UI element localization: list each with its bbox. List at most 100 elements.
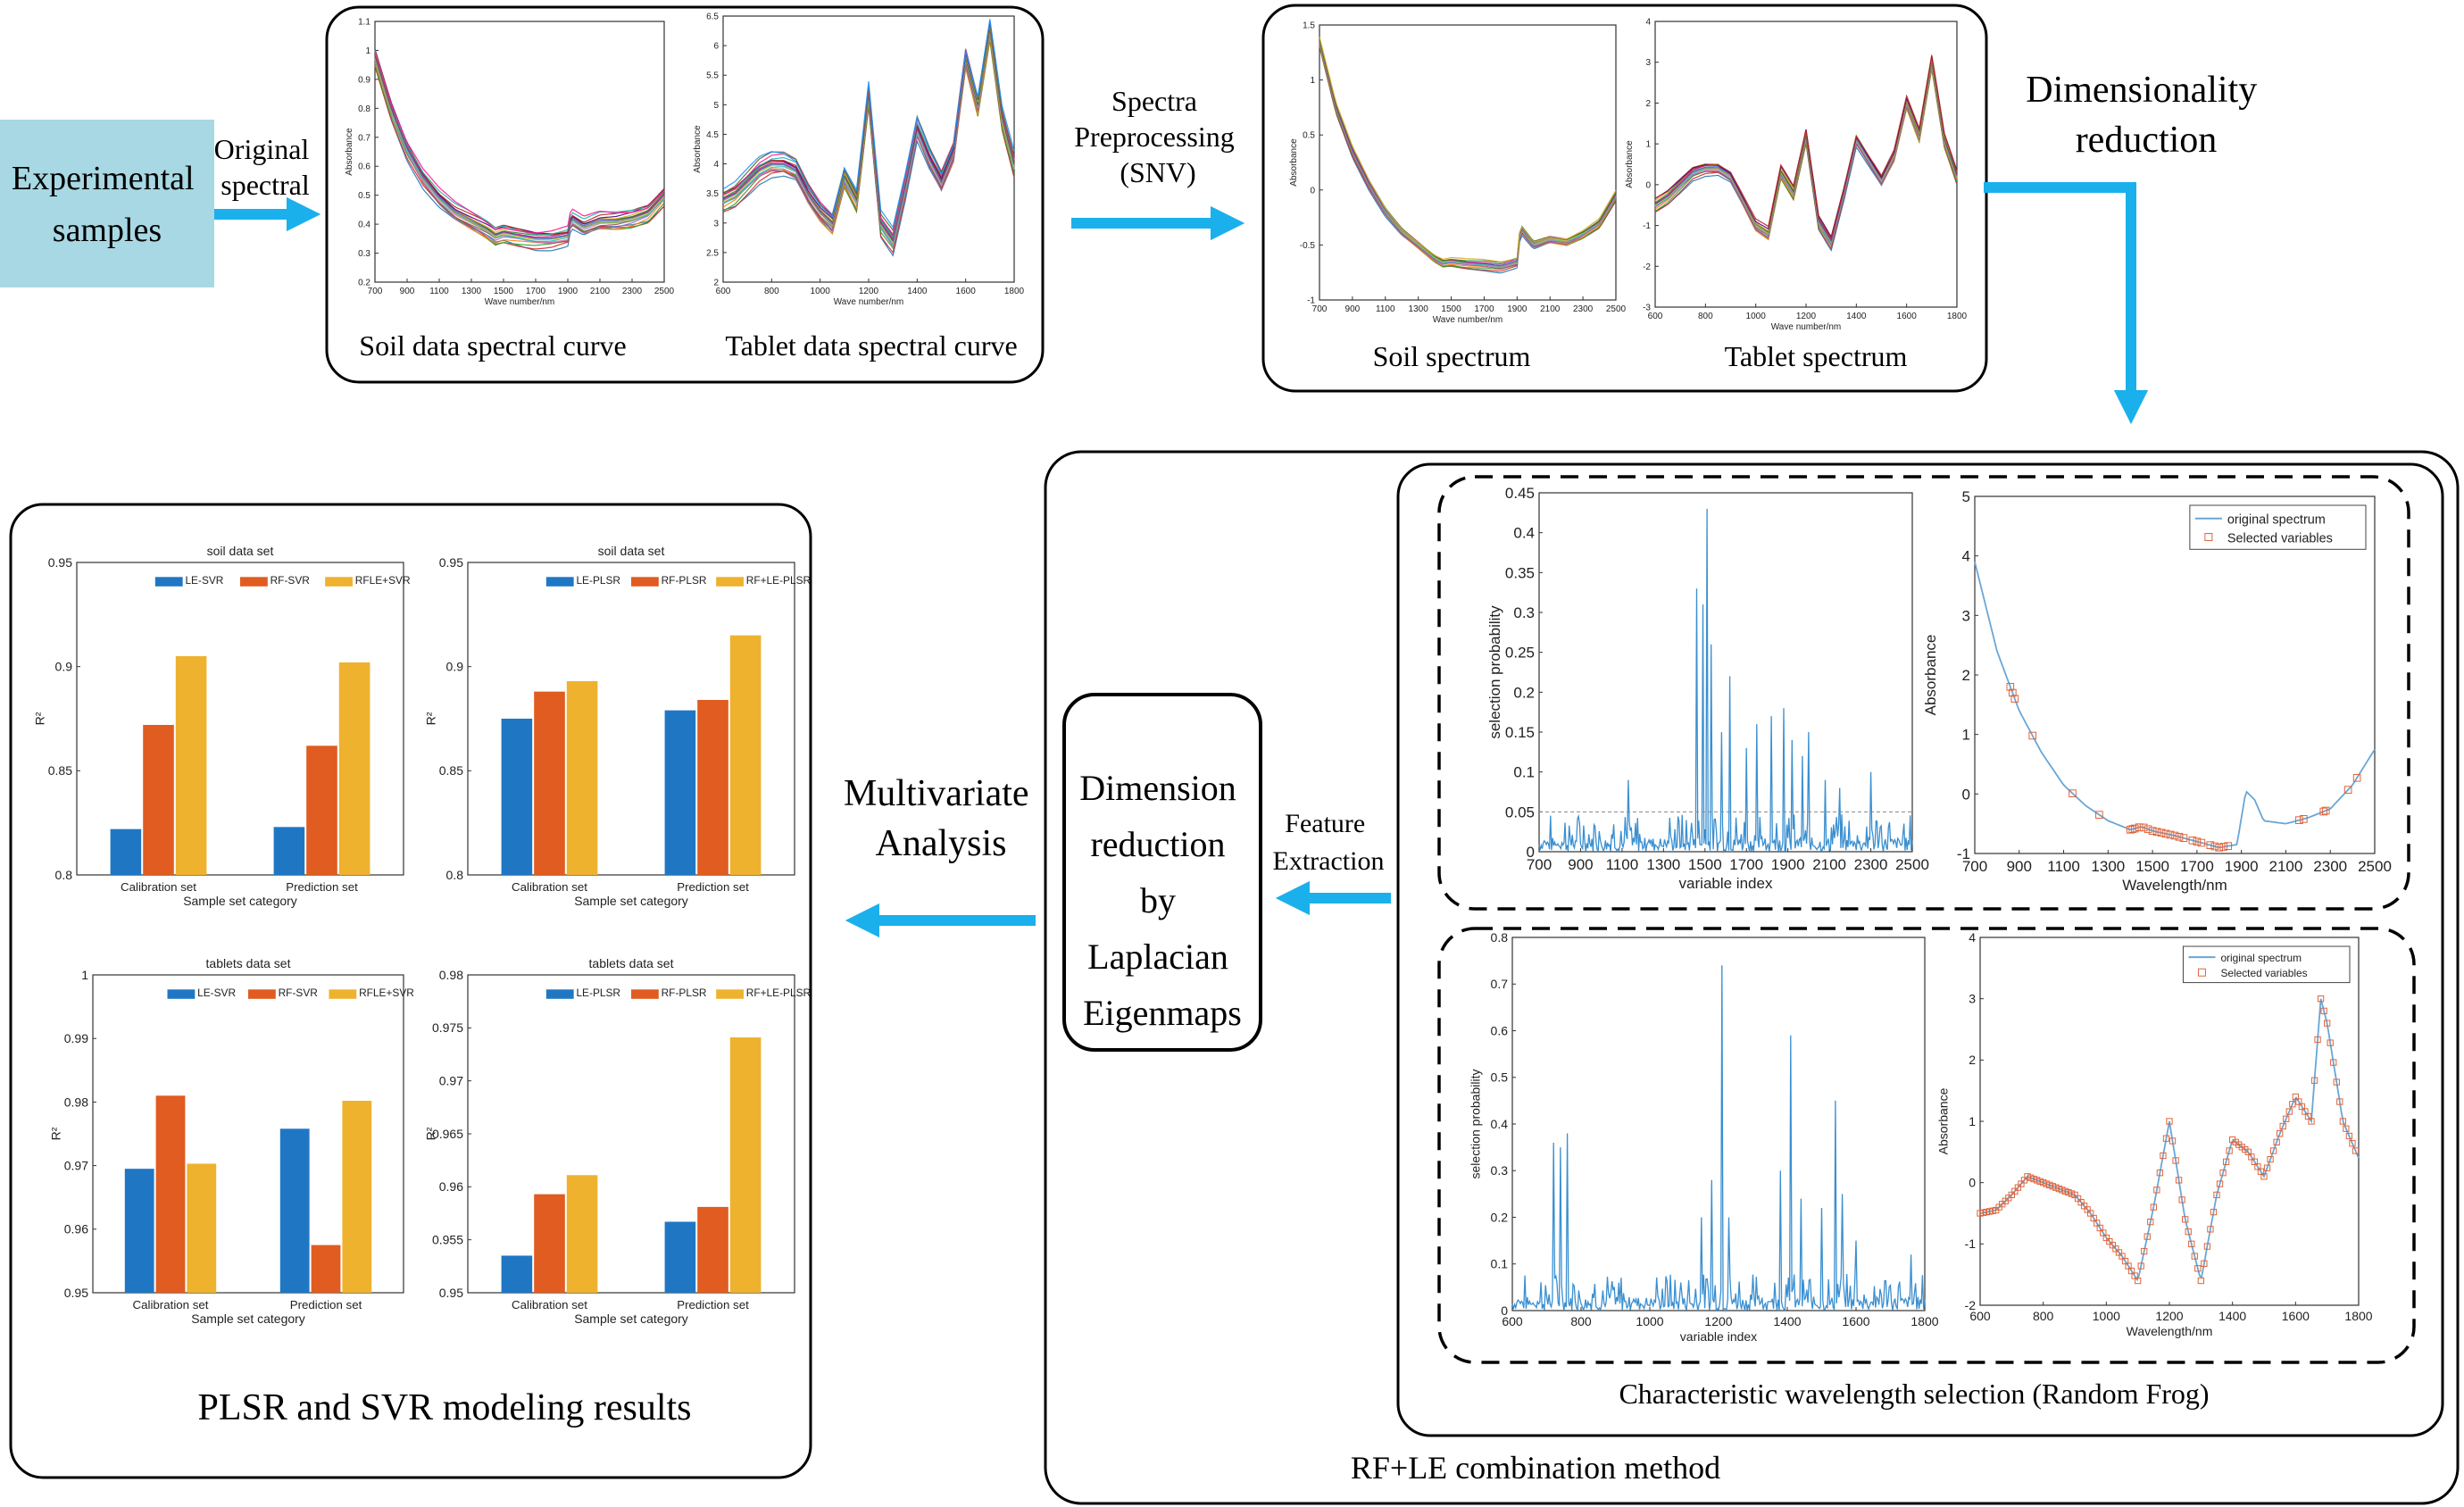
x-axis-label: Wave number/nm (1771, 322, 1842, 332)
y-axis-label: Absorbance (1625, 140, 1635, 188)
chart-soil-svr: 0.8 0.85 0.9 0.95 Sample set category R² soil … (33, 544, 411, 908)
selected-variable-marker (2352, 1147, 2360, 1154)
x-tick-label: 1100 (1606, 856, 1639, 873)
snv-spectra-panel (1261, 4, 1988, 393)
selected-variable-marker (2010, 695, 2019, 703)
selected-variable-marker (2135, 1277, 2142, 1285)
y-tick-label: 1 (81, 968, 88, 982)
bar (664, 1221, 696, 1293)
y-axis-label: selection probability (1486, 605, 1503, 739)
selected-variable-marker (2188, 837, 2197, 845)
spectrum-line (722, 19, 1015, 229)
x-tick-label: 1400 (1773, 1314, 1801, 1328)
bar (110, 828, 142, 875)
x-tick-label: 1500 (1688, 856, 1722, 873)
selected-variable-marker (2210, 842, 2219, 851)
selected-variable-marker (2207, 1226, 2214, 1233)
y-tick-label: 0.95 (439, 1286, 463, 1300)
bar (124, 1169, 154, 1293)
x-tick-label: 1100 (2047, 858, 2080, 875)
y-tick-label: 1 (365, 46, 370, 56)
bar (306, 745, 337, 875)
x-tick-label: 1100 (1376, 304, 1395, 314)
y-tick-label: 0.1 (1513, 764, 1535, 781)
y-tick-label: 5 (1962, 488, 1970, 505)
y-axis-label: Absorbance (1936, 1087, 1951, 1154)
bar (697, 1206, 728, 1293)
x-tick-label: 1200 (2155, 1309, 2183, 1323)
x-tick-label: 1000 (1746, 312, 1767, 321)
y-tick-label: 0.7 (358, 133, 370, 143)
le-box-label: Dimension reduction by Laplacian Eigenma… (1079, 768, 1245, 1033)
selected-variable-marker (2206, 841, 2215, 849)
plot-frame (1511, 937, 1926, 1311)
y-tick-label: 0.97 (439, 1074, 463, 1088)
bar (729, 1037, 762, 1293)
y-tick-label: 0.45 (1505, 485, 1535, 502)
chart-title: soil data set (207, 544, 274, 558)
legend-entry: LE-PLSR (576, 574, 620, 587)
x-axis-label: Sample set category (574, 894, 688, 908)
selected-variable-marker (2006, 683, 2015, 691)
y-tick-label: 0.3 (1491, 1163, 1509, 1178)
legend-marker-swatch (2197, 968, 2206, 977)
spectrum-line (1319, 37, 1617, 263)
y-tick-label: 0.96 (64, 1222, 88, 1236)
legend-swatch (154, 577, 183, 587)
x-tick-label: 800 (764, 287, 779, 296)
selected-variable-marker (2130, 824, 2139, 833)
bar (187, 1163, 217, 1293)
chart-title: soil data set (598, 544, 665, 558)
y-tick-label: 0.4 (358, 221, 370, 230)
y-tick-label: -1 (1965, 1236, 1977, 1251)
dimensionality-reduction-label: Dimensionality reduction (2026, 70, 2266, 161)
y-tick-label: 0.975 (432, 1020, 463, 1035)
selected-variable-marker (2197, 838, 2206, 847)
x-tick-label: 1600 (1842, 1314, 1869, 1328)
selected-variable-marker (2197, 1277, 2204, 1285)
x-tick-label: 1300 (462, 287, 482, 296)
x-tick-label: 1200 (859, 287, 879, 296)
x-tick-label: 1500 (494, 287, 514, 296)
y-tick-label: 0.9 (358, 75, 370, 85)
y-tick-label: 0 (1962, 786, 1970, 803)
selected-variable-marker (2157, 828, 2166, 837)
x-tick-label: 1400 (2218, 1309, 2246, 1323)
y-tick-label: 2 (1962, 667, 1970, 684)
selected-variable-marker (2139, 823, 2148, 832)
y-tick-label: 2.5 (706, 248, 719, 258)
x-tick-label: 1700 (526, 287, 546, 296)
selected-variable-marker (2314, 1036, 2321, 1044)
spectra-preprocessing-label: Spectra Preprocessing (SNV) (1074, 85, 1242, 188)
y-axis-label: Absorbance (345, 128, 354, 176)
x-tick-label: 2100 (590, 287, 611, 296)
y-tick-label: 0 (1527, 844, 1535, 861)
selected-variable-marker (2166, 1118, 2173, 1125)
x-tick-label: 1300 (1646, 856, 1680, 873)
y-tick-label: 0.96 (439, 1179, 463, 1194)
probability-line (1538, 508, 1913, 853)
results-panel (9, 503, 812, 1479)
legend-entry: LE-PLSR (576, 987, 620, 999)
x-tick-label: 800 (2033, 1309, 2054, 1323)
selected-variable-marker (2321, 806, 2330, 815)
legend-entry: LE-SVR (197, 987, 236, 999)
selected-variable-marker (2226, 1147, 2233, 1154)
selected-variable-marker (2153, 1186, 2160, 1194)
y-tick-label: 0.8 (55, 868, 73, 882)
y-tick-label: 0 (1969, 1176, 1976, 1190)
legend-box (2189, 504, 2367, 550)
selected-variable-marker (2156, 1170, 2164, 1177)
y-tick-label: 0.3 (358, 249, 370, 259)
bar (155, 1095, 186, 1293)
legend-entry: Selected variables (2227, 531, 2333, 545)
selected-variable-marker (2327, 1039, 2334, 1046)
x-tick-label: 2300 (1854, 856, 1888, 873)
x-axis-label: Wave number/nm (485, 297, 555, 307)
selected-variable-marker (2191, 1253, 2198, 1260)
chart-title: tablets data set (206, 956, 291, 970)
experimental-samples-box (0, 120, 214, 287)
y-tick-label: 0.85 (48, 763, 72, 778)
x-axis-label: Sample set category (574, 1311, 688, 1326)
x-tick-label: 1800 (1910, 1314, 1938, 1328)
